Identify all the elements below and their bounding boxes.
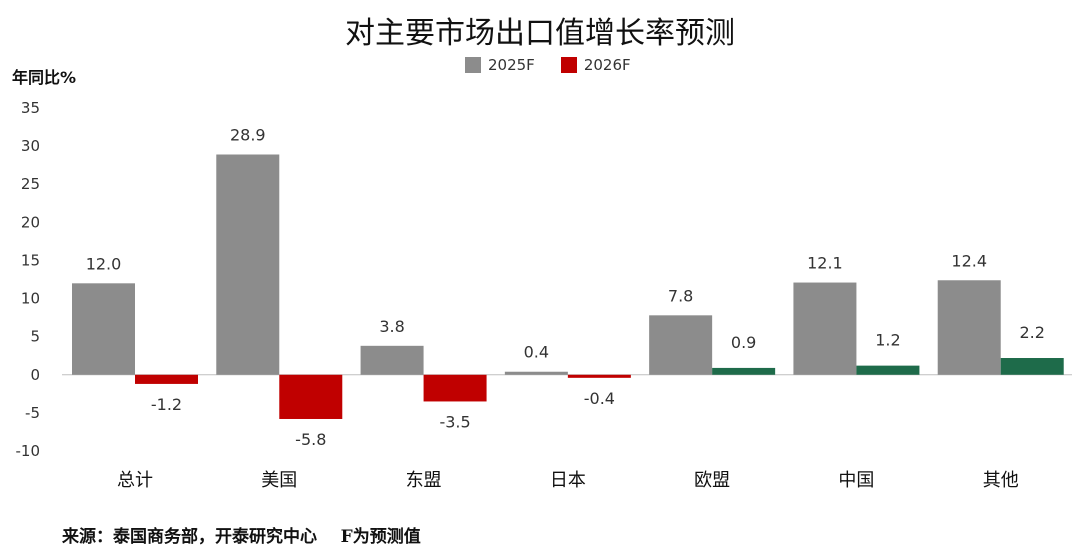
bar-2026f-2: [423, 374, 487, 402]
data-label: 28.9: [230, 125, 266, 144]
bar-2025f-5: [793, 282, 857, 375]
y-axis-unit-label: 年同比%: [12, 68, 77, 87]
data-label: 12.1: [807, 254, 843, 273]
legend-swatch-2025f: [465, 57, 481, 73]
bar-2026f-0: [135, 374, 198, 384]
bar-2026f-1: [279, 374, 343, 419]
source-note: 来源：泰国商务部，开泰研究中心 F为预测值: [62, 527, 421, 547]
data-label: 7.8: [668, 286, 693, 305]
data-label: 3.8: [379, 317, 404, 336]
y-tick-label: 15: [21, 251, 40, 269]
data-label: 12.4: [951, 251, 987, 270]
x-tick-label: 欧盟: [694, 470, 730, 491]
bar-2025f-0: [72, 283, 135, 375]
y-tick-label: -5: [25, 404, 40, 422]
y-tick-label: 25: [21, 175, 40, 193]
x-tick-label: 其他: [983, 470, 1019, 491]
bar-2026f-5: [856, 365, 920, 375]
bar-2026f-3: [567, 374, 631, 378]
data-label: 0.9: [731, 333, 756, 352]
legend-label-2025f: 2025F: [488, 56, 535, 74]
bar-2025f-4: [649, 315, 713, 375]
x-tick-label: 总计: [117, 470, 153, 491]
chart-legend: 2025F 2026F: [465, 56, 657, 74]
bar-2025f-6: [937, 280, 1001, 375]
y-tick-label: 0: [30, 366, 40, 384]
x-tick-label: 日本: [550, 470, 586, 491]
y-tick-label: 35: [21, 99, 40, 117]
x-tick-label: 东盟: [406, 470, 442, 491]
y-tick-label: 10: [21, 290, 40, 308]
y-tick-label: -10: [16, 442, 41, 460]
bar-2025f-1: [216, 154, 280, 375]
legend-label-2026f: 2026F: [583, 56, 631, 74]
bar-2026f-6: [1000, 358, 1064, 375]
data-label: -3.5: [439, 412, 470, 431]
legend-swatch-2026f: [560, 57, 577, 73]
data-label: 0.4: [524, 343, 549, 362]
y-tick-label: 5: [30, 328, 40, 346]
bar-2026f-4: [712, 367, 776, 375]
y-tick-label: 30: [21, 137, 40, 155]
data-label: -5.8: [295, 430, 326, 449]
legend-item-2026f: 2026F: [560, 56, 631, 74]
chart-title: 对主要市场出口值增长率预测: [345, 16, 735, 51]
y-tick-label: 20: [21, 213, 40, 231]
data-label: 2.2: [1019, 323, 1044, 342]
data-label: 12.0: [86, 254, 122, 273]
x-tick-label: 中国: [838, 470, 874, 491]
data-label: 1.2: [875, 331, 900, 350]
bar-2025f-2: [360, 345, 424, 375]
data-label: -0.4: [584, 389, 615, 408]
bar-2025f-3: [504, 371, 568, 375]
data-label: -1.2: [151, 395, 182, 414]
x-tick-label: 美国: [261, 470, 297, 491]
legend-item-2025f: 2025F: [465, 56, 535, 74]
